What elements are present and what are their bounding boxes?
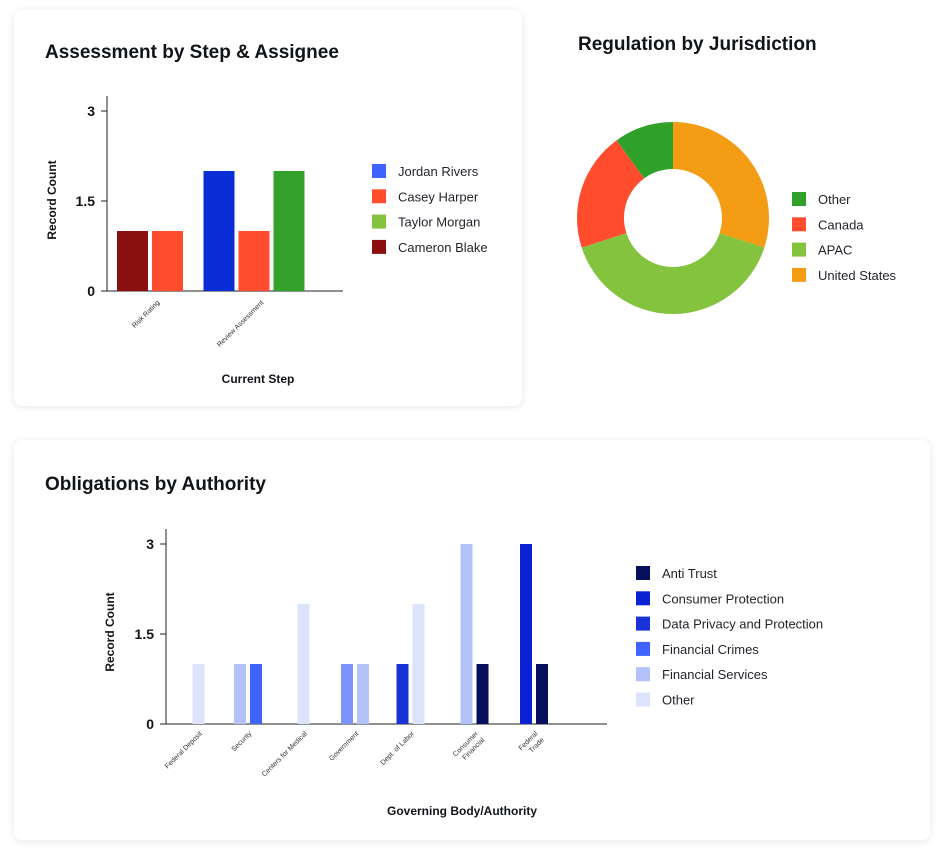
legend-label-casey-harper: Casey Harper xyxy=(398,189,479,204)
bar-jordan-rivers xyxy=(203,171,235,291)
x-category-label-line: Centers for Medical xyxy=(261,730,309,778)
bar-financial-services xyxy=(357,664,369,724)
legend-label-cameron-blake: Cameron Blake xyxy=(398,240,488,255)
y-tick-label: 3 xyxy=(87,103,95,119)
legend-label-other: Other xyxy=(662,693,695,708)
bar-data-privacy-and-protection xyxy=(396,664,409,724)
obligations-chart-title: Obligations by Authority xyxy=(45,474,266,495)
assessment-chart-card: Assessment by Step & Assignee 0 1.5 3 Recor… xyxy=(14,10,522,406)
donut-slice-united-states xyxy=(673,122,769,248)
legend-label-canada: Canada xyxy=(818,217,864,232)
bar-taylor-morgan xyxy=(273,171,305,291)
x-category-label: FederalTrade xyxy=(518,730,546,758)
bar-cameron-blake xyxy=(117,231,148,291)
legend-label-united-states: United States xyxy=(818,268,897,283)
obligations-bar-chart: 0 1.5 3 Record Count Governing Body/Authorit… xyxy=(103,529,823,818)
legend-swatch-taylor-morgan xyxy=(372,214,386,229)
legend-swatch-casey-harper xyxy=(372,189,386,204)
bar-consumer-protection xyxy=(520,544,532,724)
y-tick-label: 1.5 xyxy=(135,626,155,642)
assessment-chart-title: Assessment by Step & Assignee xyxy=(45,42,339,63)
legend-label-financial-services: Financial Services xyxy=(662,667,768,682)
x-category-label-line: Security xyxy=(231,730,254,753)
x-category-label: Dept. of Labor xyxy=(380,730,417,767)
assessment-bar-chart: 0 1.5 3 Record Count Current Step Risk Rating… xyxy=(45,96,488,386)
legend-swatch-anti-trust xyxy=(636,566,650,580)
y-axis-title: Record Count xyxy=(103,592,117,671)
bar-other xyxy=(412,604,425,724)
legend-swatch-apac xyxy=(792,242,806,257)
regulation-chart-title: Regulation by Jurisdiction xyxy=(578,34,817,55)
legend-swatch-financial-services xyxy=(636,667,650,682)
legend-label-financial-crimes: Financial Crimes xyxy=(662,642,759,657)
x-category-label-line: Government xyxy=(328,730,360,762)
donut-slice-apac xyxy=(581,233,765,314)
legend-label-consumer-protection: Consumer Protection xyxy=(662,591,784,606)
bar-financial-crimes xyxy=(250,664,262,724)
y-tick-label: 0 xyxy=(87,283,95,299)
y-tick-label: 0 xyxy=(146,716,154,732)
bar-financial-services xyxy=(460,544,473,724)
x-category-label: Review Assessment xyxy=(216,299,265,348)
legend-label-jordan-rivers: Jordan Rivers xyxy=(398,164,479,179)
donut-slice-other xyxy=(616,122,673,179)
x-category-label: Government xyxy=(328,730,360,762)
legend-swatch-consumer-protection xyxy=(636,591,650,606)
legend-swatch-other xyxy=(636,692,650,707)
legend-label-apac: APAC xyxy=(818,243,852,258)
regulation-donut-chart: Other Canada APAC United States xyxy=(577,122,897,314)
legend-swatch-jordan-rivers xyxy=(372,164,386,178)
x-category-label-line: Risk Rating xyxy=(131,299,161,329)
bar-casey-harper xyxy=(238,231,270,291)
legend-swatch-financial-crimes xyxy=(636,641,650,656)
legend-swatch-cameron-blake xyxy=(372,239,386,254)
x-category-label: Security xyxy=(231,730,254,753)
bar-other xyxy=(297,604,310,724)
legend-label-anti-trust: Anti Trust xyxy=(662,566,717,581)
legend-label-data-privacy-and-protection: Data Privacy and Protection xyxy=(662,617,823,632)
x-category-label: Centers for Medical xyxy=(261,730,309,778)
x-category-label: Federal Deposit xyxy=(164,730,204,770)
donut-slice-canada xyxy=(577,140,645,248)
legend-swatch-canada xyxy=(792,217,806,232)
bar-casey-harper xyxy=(152,231,183,291)
x-category-label: ConsumerFinancial xyxy=(452,730,487,765)
x-axis-title: Current Step xyxy=(222,372,295,386)
y-tick-label: 1.5 xyxy=(76,193,96,209)
bar-anti-trust xyxy=(476,664,489,724)
legend-label-other: Other xyxy=(818,192,851,207)
x-category-label-line: Review Assessment xyxy=(216,299,265,348)
x-category-label-line: Dept. of Labor xyxy=(380,730,417,767)
bar-anti-trust xyxy=(536,664,548,724)
bar-financial-crimes xyxy=(341,664,353,724)
legend-label-taylor-morgan: Taylor Morgan xyxy=(398,215,480,230)
bar-other xyxy=(192,664,205,724)
regulation-chart-card: Regulation by Jurisdiction Other Canada AP… xyxy=(540,10,940,406)
bar-financial-services xyxy=(234,664,246,724)
legend-swatch-data-privacy-and-protection xyxy=(636,616,650,631)
y-axis-title: Record Count xyxy=(45,160,59,239)
y-tick-label: 3 xyxy=(146,536,154,552)
x-category-label: Risk Rating xyxy=(131,299,161,329)
x-axis-title: Governing Body/Authority xyxy=(387,804,537,818)
obligations-chart-card: Obligations by Authority 0 1.5 3 Record Cou… xyxy=(14,440,930,840)
x-category-label-line: Federal Deposit xyxy=(164,730,204,770)
legend-swatch-united-states xyxy=(792,267,806,282)
legend-swatch-other xyxy=(792,192,806,206)
